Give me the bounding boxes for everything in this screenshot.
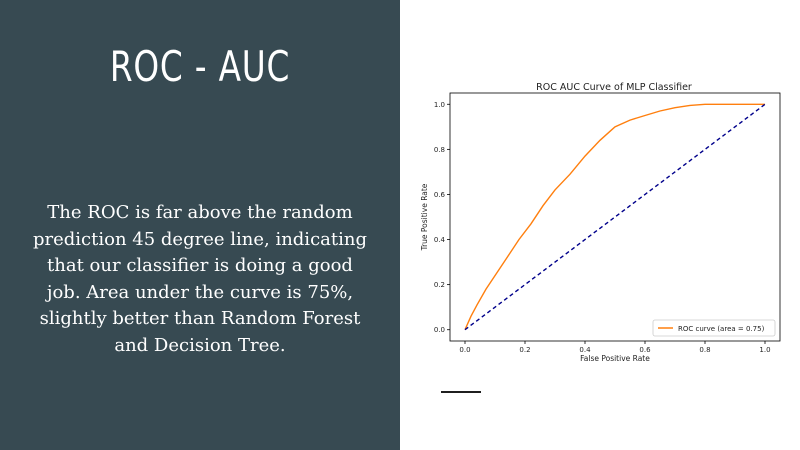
x-tick-label: 0.4 <box>579 346 591 354</box>
axis-ticks: 0.0 0.2 0.4 0.6 0.8 1.0 0.0 0.2 0.4 0.6 0.8 1.0 <box>434 101 771 354</box>
left-panel <box>0 0 400 450</box>
right-panel <box>400 0 800 450</box>
y-tick-label: 0.6 <box>434 191 446 199</box>
roc-chart: ROC AUC Curve of MLP Classifier 0.0 0.2 0.… <box>420 82 781 363</box>
y-axis-label: True Positive Rate <box>420 183 429 251</box>
legend-box <box>652 319 776 337</box>
legend: ROC curve (area = 0.75) <box>652 319 776 337</box>
y-tick-label: 0.4 <box>434 236 446 244</box>
chart-title: ROC AUC Curve of MLP Classifier <box>536 82 692 93</box>
y-tick-label: 1.0 <box>434 101 445 109</box>
series-layer <box>464 103 766 331</box>
plot-frame <box>449 92 781 342</box>
x-tick-label: 0.6 <box>639 346 651 354</box>
slide-body-text: The ROC is far above the random predicti… <box>33 202 367 356</box>
x-axis-label: False Positive Rate <box>580 354 650 363</box>
y-tick-label: 0.8 <box>434 146 445 154</box>
y-tick-label: 0.2 <box>434 281 445 289</box>
slide-title: ROC - AUC <box>109 42 291 91</box>
accent-divider <box>441 391 481 393</box>
x-tick-label: 1.0 <box>759 346 770 354</box>
x-tick-label: 0.8 <box>699 346 710 354</box>
legend-label-roc: ROC curve (area = 0.75) <box>678 325 765 333</box>
random-baseline-line <box>464 103 766 331</box>
y-tick-label: 0.0 <box>434 326 445 334</box>
roc-curve-line <box>464 103 765 330</box>
x-tick-label: 0.0 <box>459 346 470 354</box>
x-tick-label: 0.2 <box>519 346 530 354</box>
